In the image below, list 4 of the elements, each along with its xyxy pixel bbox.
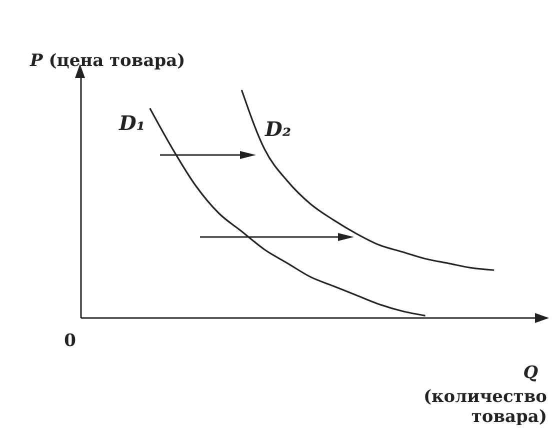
text: 0 bbox=[64, 331, 76, 351]
series-label: D₂ bbox=[264, 117, 292, 141]
y-axis-title: P (цена товара) bbox=[29, 51, 186, 71]
series-label: D₁ bbox=[118, 111, 146, 136]
